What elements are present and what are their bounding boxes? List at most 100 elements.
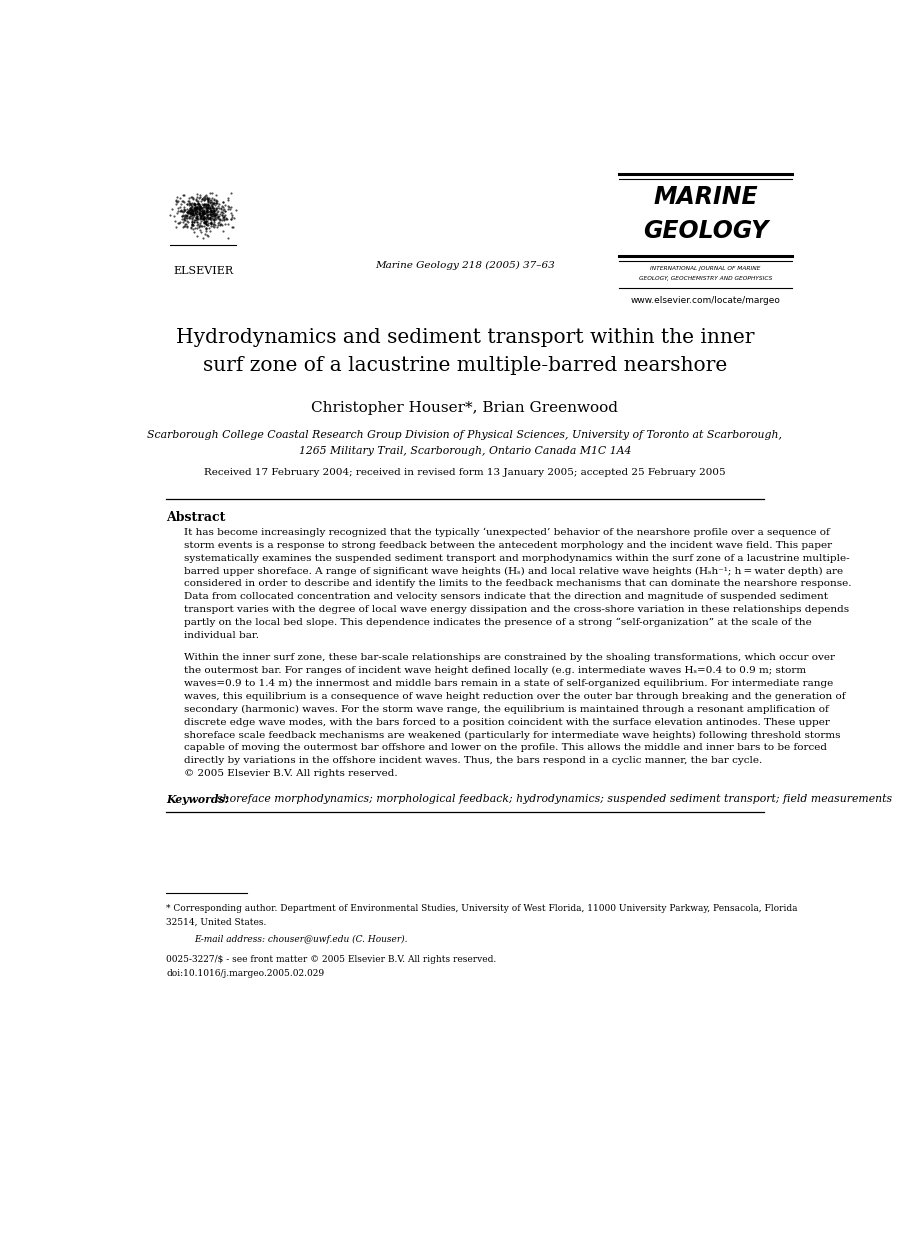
Point bbox=[181, 196, 196, 215]
Text: GEOLOGY: GEOLOGY bbox=[643, 219, 768, 243]
Point bbox=[187, 193, 201, 213]
Point bbox=[203, 213, 218, 233]
Text: It has become increasingly recognized that the typically ‘unexpected’ behavior o: It has become increasingly recognized th… bbox=[183, 527, 829, 537]
Point bbox=[185, 199, 200, 219]
Text: barred upper shoreface. A range of significant wave heights (Hₛ) and local relat: barred upper shoreface. A range of signi… bbox=[183, 567, 843, 576]
Point bbox=[177, 192, 191, 212]
Point bbox=[186, 202, 200, 222]
Point bbox=[194, 202, 209, 222]
Point bbox=[200, 191, 215, 210]
Point bbox=[215, 196, 229, 215]
Point bbox=[181, 207, 196, 227]
Point bbox=[184, 199, 199, 219]
Point bbox=[187, 206, 201, 225]
Point bbox=[201, 201, 216, 220]
Point bbox=[194, 197, 209, 217]
Point bbox=[182, 202, 197, 222]
Point bbox=[192, 196, 207, 215]
Text: storm events is a response to strong feedback between the antecedent morphology : storm events is a response to strong fee… bbox=[183, 541, 832, 550]
Point bbox=[197, 197, 211, 217]
Point bbox=[210, 198, 224, 218]
Point bbox=[204, 196, 219, 215]
Point bbox=[174, 206, 189, 225]
Point bbox=[207, 202, 221, 222]
Point bbox=[195, 202, 210, 222]
Point bbox=[202, 188, 217, 208]
Point bbox=[192, 199, 207, 219]
Point bbox=[218, 214, 232, 234]
Point bbox=[180, 218, 194, 238]
Point bbox=[206, 201, 220, 220]
Point bbox=[200, 189, 215, 209]
Text: Abstract: Abstract bbox=[166, 511, 226, 524]
Point bbox=[193, 199, 208, 219]
Point bbox=[202, 199, 217, 219]
Point bbox=[189, 197, 203, 217]
Point bbox=[199, 212, 213, 232]
Point bbox=[190, 191, 205, 210]
Point bbox=[199, 214, 213, 234]
Point bbox=[189, 208, 203, 228]
Point bbox=[210, 204, 224, 224]
Point bbox=[214, 202, 229, 222]
Point bbox=[184, 193, 199, 213]
Point bbox=[212, 198, 227, 218]
Point bbox=[204, 212, 219, 232]
Point bbox=[189, 202, 203, 222]
Point bbox=[189, 207, 203, 227]
Point bbox=[190, 227, 204, 246]
Point bbox=[190, 218, 204, 238]
Point bbox=[186, 189, 200, 209]
Point bbox=[203, 204, 218, 224]
Point bbox=[198, 213, 212, 233]
Point bbox=[177, 217, 191, 236]
Point bbox=[200, 213, 215, 233]
Point bbox=[182, 198, 197, 218]
Point bbox=[206, 201, 220, 220]
Point bbox=[178, 215, 192, 235]
Point bbox=[169, 194, 183, 214]
Point bbox=[207, 198, 221, 218]
Point bbox=[194, 207, 209, 227]
Point bbox=[202, 220, 217, 240]
Point bbox=[187, 198, 201, 218]
Point bbox=[198, 188, 212, 208]
Point bbox=[183, 202, 198, 222]
Point bbox=[211, 212, 226, 232]
Point bbox=[173, 194, 188, 214]
Text: * Corresponding author. Department of Environmental Studies, University of West : * Corresponding author. Department of En… bbox=[166, 904, 797, 912]
Text: Data from collocated concentration and velocity sensors indicate that the direct: Data from collocated concentration and v… bbox=[183, 592, 828, 602]
Point bbox=[206, 198, 220, 218]
Point bbox=[194, 208, 209, 228]
Point bbox=[183, 218, 198, 238]
Point bbox=[216, 192, 230, 212]
Point bbox=[200, 199, 214, 219]
Point bbox=[191, 197, 206, 217]
Point bbox=[189, 210, 203, 230]
Point bbox=[191, 196, 206, 215]
Point bbox=[185, 202, 200, 222]
Point bbox=[200, 222, 214, 241]
Point bbox=[197, 194, 211, 214]
Point bbox=[200, 212, 214, 232]
Text: shoreface scale feedback mechanisms are weakened (particularly for intermediate : shoreface scale feedback mechanisms are … bbox=[183, 730, 840, 739]
Text: surf zone of a lacustrine multiple-barred nearshore: surf zone of a lacustrine multiple-barre… bbox=[202, 357, 727, 375]
Point bbox=[202, 192, 217, 212]
Point bbox=[197, 212, 211, 232]
Point bbox=[176, 212, 190, 232]
Point bbox=[190, 208, 204, 228]
Point bbox=[200, 207, 215, 227]
Point bbox=[190, 194, 205, 214]
Point bbox=[220, 196, 235, 215]
Point bbox=[204, 196, 219, 215]
Point bbox=[197, 208, 211, 228]
Point bbox=[224, 197, 239, 217]
Point bbox=[222, 197, 237, 217]
Point bbox=[190, 187, 204, 207]
Point bbox=[210, 193, 224, 213]
Point bbox=[207, 209, 221, 229]
Point bbox=[200, 202, 215, 222]
Point bbox=[207, 214, 221, 234]
Text: secondary (harmonic) waves. For the storm wave range, the equilibrium is maintai: secondary (harmonic) waves. For the stor… bbox=[183, 704, 828, 714]
Point bbox=[217, 207, 231, 227]
